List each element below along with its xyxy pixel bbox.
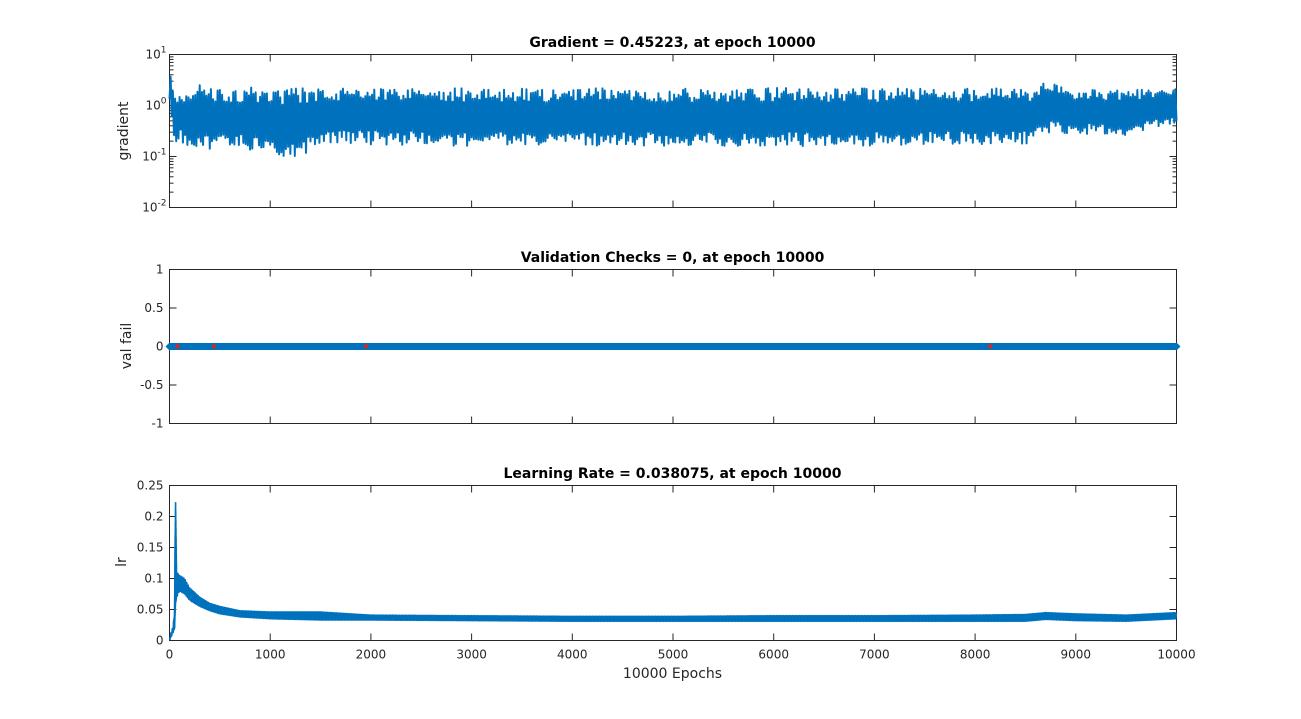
learning-rate-panel: Learning Rate = 0.038075, at epoch 10000… xyxy=(114,466,1196,682)
y-tick-label: 0.1 xyxy=(144,572,163,586)
learning-rate-xlabel: 10000 Epochs xyxy=(623,666,722,682)
x-tick-label: 10000 xyxy=(1157,648,1195,662)
validation-point xyxy=(988,344,993,349)
y-tick-label: 0.5 xyxy=(144,301,163,315)
learning-rate-spike xyxy=(172,502,178,632)
x-tick-label: 1000 xyxy=(255,648,286,662)
x-tick-label: 4000 xyxy=(557,648,588,662)
gradient-panel: Gradient = 0.45223, at epoch 10000 gradi… xyxy=(116,35,1178,215)
y-tick-label: -1 xyxy=(152,417,164,431)
validation-point xyxy=(211,344,217,349)
gradient-title: Gradient = 0.45223, at epoch 10000 xyxy=(529,35,816,51)
gradient-series-line xyxy=(168,75,1178,157)
y-tick-label: 100 xyxy=(145,97,166,113)
validation-ylabel: val fail xyxy=(119,323,135,370)
x-tick-label: 2000 xyxy=(356,648,387,662)
validation-endpoint-marker xyxy=(1172,342,1181,351)
validation-title: Validation Checks = 0, at epoch 10000 xyxy=(521,250,825,266)
y-tick-label: 0.05 xyxy=(137,603,164,617)
y-tick-label: 101 xyxy=(145,46,166,62)
y-tick-label: 0 xyxy=(156,634,164,648)
x-tick-label: 6000 xyxy=(758,648,789,662)
x-tick-label: 8000 xyxy=(960,648,991,662)
x-tick-label: 0 xyxy=(166,648,174,662)
y-tick-label: -0.5 xyxy=(140,378,163,392)
x-tick-label: 9000 xyxy=(1061,648,1092,662)
learning-rate-series-line xyxy=(168,531,1178,640)
validation-endpoint-marker xyxy=(165,342,174,351)
y-tick-label: 10-1 xyxy=(142,148,166,164)
y-tick-label: 10-2 xyxy=(142,199,166,215)
validation-panel: Validation Checks = 0, at epoch 10000 va… xyxy=(119,250,1181,431)
y-tick-label: 0 xyxy=(156,340,164,354)
y-tick-label: 0.15 xyxy=(137,541,164,555)
learning-rate-ylabel: lr xyxy=(114,557,130,567)
x-tick-label: 7000 xyxy=(859,648,890,662)
x-tick-label: 3000 xyxy=(456,648,487,662)
y-tick-label: 1 xyxy=(156,263,164,277)
y-tick-label: 0.25 xyxy=(137,479,164,493)
gradient-ylabel: gradient xyxy=(116,101,132,160)
x-tick-label: 5000 xyxy=(658,648,689,662)
y-tick-label: 0.2 xyxy=(144,510,163,524)
learning-rate-title: Learning Rate = 0.038075, at epoch 10000 xyxy=(504,466,842,482)
validation-point xyxy=(175,344,180,349)
validation-point xyxy=(363,344,369,349)
